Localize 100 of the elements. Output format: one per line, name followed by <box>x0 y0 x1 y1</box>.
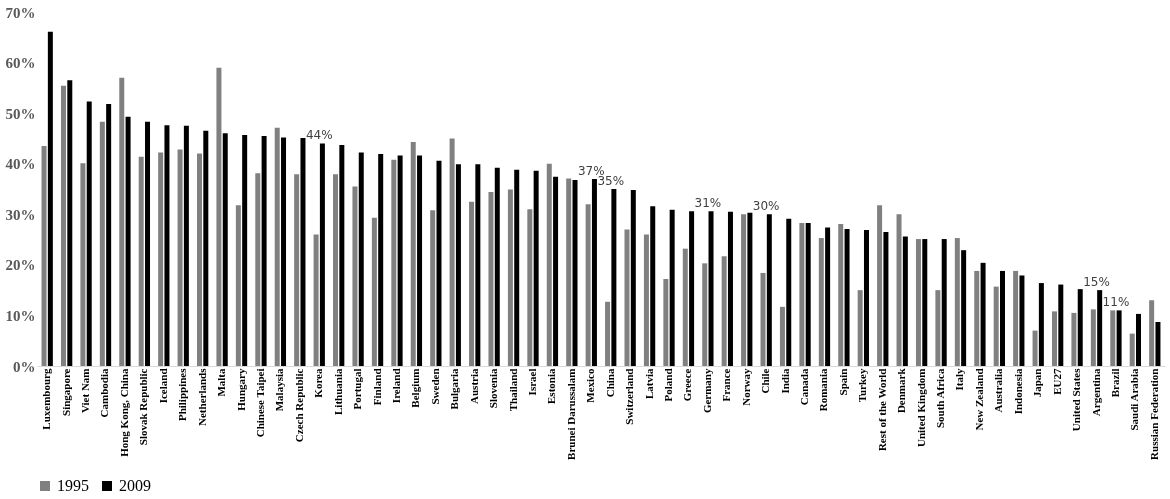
bar <box>857 290 863 366</box>
bar <box>203 130 209 366</box>
bar <box>689 211 695 366</box>
x-tick-label: Norway <box>739 368 752 406</box>
x-tick-label: Saudi Arabia <box>1128 368 1141 431</box>
bar <box>1019 275 1025 366</box>
bar <box>294 174 300 366</box>
bar <box>86 101 92 366</box>
bar <box>145 121 151 366</box>
x-tick-label: Malaysia <box>273 368 286 412</box>
x-tick-label: Philippines <box>176 367 189 422</box>
bar <box>281 137 287 366</box>
bar <box>643 234 649 366</box>
bar <box>41 146 47 366</box>
x-tick-label: Ireland <box>389 368 402 404</box>
bar <box>397 155 403 366</box>
bar <box>1129 333 1135 366</box>
bar <box>799 222 805 366</box>
bar <box>786 218 792 366</box>
x-tick-label: France <box>720 368 733 402</box>
bar <box>721 256 727 366</box>
bar <box>469 201 475 366</box>
bar <box>1149 300 1155 366</box>
bar <box>527 209 533 366</box>
bar <box>650 206 656 366</box>
x-tick-label: United States <box>1070 367 1083 432</box>
bar <box>222 133 228 366</box>
bar <box>352 186 358 366</box>
x-tick-label: Latvia <box>642 368 655 400</box>
bar <box>1097 290 1103 366</box>
bar <box>883 231 889 366</box>
bar <box>300 137 306 366</box>
legend-label: 2009 <box>119 477 151 494</box>
bar <box>99 121 105 366</box>
bar <box>183 125 189 366</box>
bar <box>164 125 170 366</box>
x-tick-label: Greece <box>681 368 694 402</box>
bar <box>436 160 442 366</box>
x-tick-label: Canada <box>798 368 811 406</box>
bar <box>339 145 345 366</box>
bar <box>954 238 960 366</box>
x-tick-label: Hungary <box>234 368 247 411</box>
bar <box>514 169 520 366</box>
x-tick-label: Lithuania <box>331 368 344 415</box>
x-tick-label: Cambodia <box>98 368 111 418</box>
x-tick-label: Bulgaria <box>448 368 461 410</box>
bar <box>216 67 222 366</box>
bar <box>702 263 708 366</box>
bar <box>507 189 513 366</box>
bar <box>125 116 131 366</box>
bar <box>1116 310 1122 366</box>
x-tick-label: Malta <box>215 368 228 397</box>
x-tick-label: Rest of the World <box>875 368 888 452</box>
bar <box>825 227 831 366</box>
bar <box>1155 322 1161 366</box>
x-tick-label: Brazil <box>1108 368 1121 398</box>
bar <box>1058 284 1064 366</box>
x-tick-label: New Zealand <box>972 368 985 431</box>
y-tick-label: 40% <box>5 156 36 173</box>
bar <box>430 210 436 366</box>
bar <box>760 272 766 366</box>
y-tick-label: 0% <box>13 358 36 375</box>
bar <box>844 228 850 366</box>
x-tick-label: Luxembourg <box>40 368 53 430</box>
bar <box>255 173 261 366</box>
bar <box>553 176 559 366</box>
bar <box>818 238 824 366</box>
x-tick-label: Indonesia <box>1011 368 1024 415</box>
bar <box>1071 312 1077 366</box>
bar <box>902 236 908 366</box>
x-tick-label: Chile <box>759 368 772 394</box>
bar <box>67 80 73 366</box>
bar <box>235 205 241 366</box>
x-tick-label: Hong Kong, China <box>117 368 130 457</box>
bar <box>1110 310 1116 366</box>
bar <box>961 250 967 366</box>
x-tick-label: Sweden <box>428 368 441 405</box>
bar <box>779 306 785 366</box>
x-tick-label: Slovak Republic <box>137 368 150 446</box>
bar <box>494 167 500 366</box>
x-tick-label: Austria <box>467 368 480 404</box>
bar <box>1090 309 1096 366</box>
bar <box>624 229 630 366</box>
bar <box>1013 270 1019 366</box>
bar <box>391 159 397 366</box>
bar <box>319 143 325 366</box>
x-tick-label: Korea <box>312 368 325 398</box>
x-tick-label: Turkey <box>856 368 869 403</box>
x-tick-label: Spain <box>836 368 849 396</box>
bar <box>896 214 902 366</box>
x-tick-label: Singapore <box>59 368 72 416</box>
bar <box>80 163 86 366</box>
x-tick-label: China <box>603 368 616 398</box>
bar <box>47 31 53 366</box>
bar <box>158 152 164 366</box>
bar <box>197 153 202 366</box>
x-tick-label: Slovenia <box>487 368 500 409</box>
annotation: 15% <box>1083 275 1110 290</box>
bar <box>1051 311 1057 366</box>
bar <box>572 179 578 366</box>
